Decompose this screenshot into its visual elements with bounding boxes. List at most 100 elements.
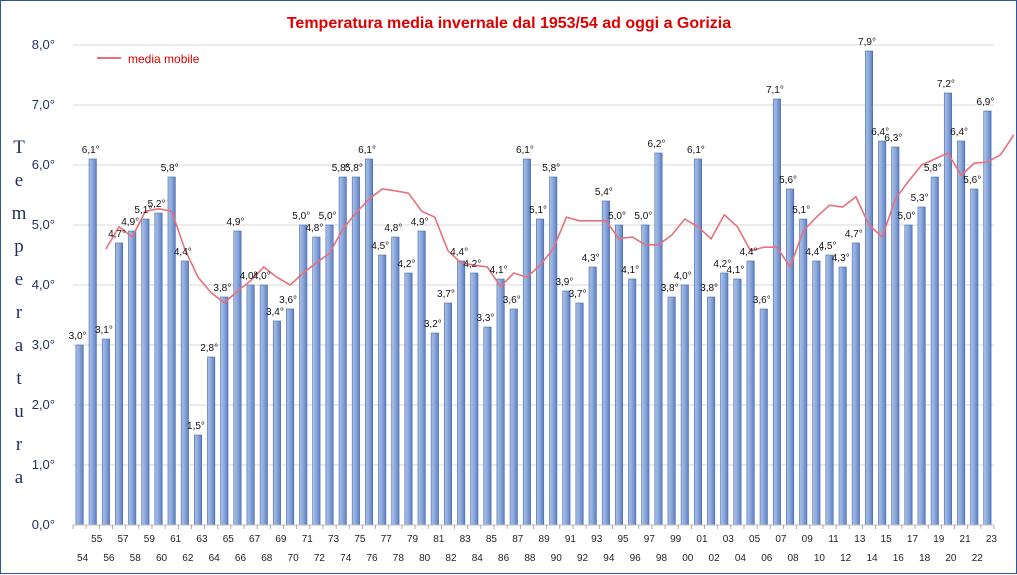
data-label: 3,6° [503, 295, 521, 306]
x-tick-label-bottom: 88 [524, 553, 536, 564]
x-tick-label-bottom: 14 [866, 553, 878, 564]
x-tick-label-bottom: 20 [945, 553, 957, 564]
x-tick-label-top: 19 [933, 534, 945, 545]
data-label: 5,8° [924, 163, 942, 174]
data-label: 4,3° [582, 253, 600, 264]
bar [115, 242, 124, 526]
bar [299, 224, 308, 526]
x-tick-label-bottom: 64 [209, 553, 221, 564]
x-tick-label-top: 61 [170, 534, 182, 545]
bar [141, 218, 150, 526]
bar [325, 224, 334, 526]
data-label: 5,0° [319, 211, 337, 222]
data-label: 4,3° [832, 253, 850, 264]
bar [878, 140, 887, 526]
x-tick-label-top: 55 [91, 534, 103, 545]
bar [799, 218, 808, 526]
bar [693, 158, 702, 526]
bar [88, 158, 97, 526]
data-label: 5,0° [634, 211, 652, 222]
data-label: 3,4° [266, 307, 284, 318]
y-axis-label-letter: a [15, 467, 24, 488]
data-label: 3,2° [424, 319, 442, 330]
bar [470, 272, 479, 526]
x-tick-label-top: 73 [328, 534, 340, 545]
x-tick-label-top: 75 [354, 534, 366, 545]
y-tick-label: 6,0° [32, 157, 55, 172]
bar [443, 302, 452, 526]
bar [365, 158, 374, 526]
data-label: 6,1° [82, 145, 100, 156]
data-label: 5,1° [529, 205, 547, 216]
x-tick-label-top: 77 [381, 534, 393, 545]
x-tick-label-top: 59 [144, 534, 156, 545]
data-label: 4,1° [490, 265, 508, 276]
x-tick-label-bottom: 72 [314, 553, 326, 564]
x-tick-label-bottom: 76 [366, 553, 378, 564]
bar [457, 260, 466, 526]
data-label: 5,8° [161, 163, 179, 174]
bar [417, 230, 426, 526]
bar [957, 140, 966, 526]
x-tick-label-bottom: 78 [393, 553, 405, 564]
bar [312, 236, 321, 526]
data-label: 4,0° [253, 271, 271, 282]
data-label: 3,8° [213, 283, 231, 294]
data-label: 3,3° [476, 313, 494, 324]
bar [641, 224, 650, 526]
bar [970, 188, 979, 526]
bar [628, 278, 637, 526]
bar [904, 224, 913, 526]
data-label: 3,6° [753, 295, 771, 306]
data-label: 1,5° [187, 421, 205, 432]
x-tick-label-top: 67 [249, 534, 261, 545]
x-tick-label-bottom: 66 [235, 553, 247, 564]
bar [601, 200, 610, 526]
y-tick-label: 0,0° [32, 517, 55, 532]
y-axis-label-letter: m [12, 203, 27, 224]
x-tick-label-bottom: 82 [445, 553, 457, 564]
bar [351, 176, 360, 526]
data-label: 3,8° [700, 283, 718, 294]
data-label: 4,2° [713, 259, 731, 270]
x-tick-label-top: 15 [881, 534, 893, 545]
data-label: 3,8° [661, 283, 679, 294]
data-label: 5,2° [148, 199, 166, 210]
x-tick-label-top: 99 [670, 534, 682, 545]
x-tick-label-top: 97 [644, 534, 656, 545]
data-labels: 3,0°6,1°3,1°4,7°4,9°5,1°5,2°5,8°4,4°1,5°… [69, 37, 995, 432]
data-label: 3,0° [69, 331, 87, 342]
data-label: 4,0° [240, 271, 258, 282]
x-tick-label-bottom: 62 [182, 553, 194, 564]
bar [286, 308, 295, 526]
x-tick-label-top: 17 [907, 534, 919, 545]
data-label: 5,8° [332, 163, 350, 174]
x-tick-label-bottom: 92 [577, 553, 589, 564]
x-tick-label-top: 11 [828, 534, 839, 545]
x-tick-label-bottom: 16 [893, 553, 905, 564]
data-label: 5,6° [963, 175, 981, 186]
data-label: 3,7° [437, 289, 455, 300]
x-tick-label-bottom: 80 [419, 553, 431, 564]
x-tick-label-top: 01 [696, 534, 708, 545]
data-label: 6,3° [884, 133, 902, 144]
x-tick-label-bottom: 00 [682, 553, 694, 564]
bar [733, 278, 742, 526]
bar [391, 236, 400, 526]
x-tick-label-top: 23 [986, 534, 998, 545]
data-label: 4,0° [674, 271, 692, 282]
y-axis-label-letter: r [16, 302, 23, 323]
bar [917, 206, 926, 526]
bar [128, 230, 137, 526]
x-tick-label-top: 07 [775, 534, 787, 545]
x-tick-label-top: 05 [749, 534, 761, 545]
bar [246, 284, 255, 526]
x-tick-label-top: 91 [565, 534, 577, 545]
x-tick-label-bottom: 10 [814, 553, 826, 564]
data-label: 7,9° [858, 37, 876, 48]
data-label: 7,1° [766, 85, 784, 96]
y-tick-label: 1,0° [32, 457, 55, 472]
x-tick-label-bottom: 22 [972, 553, 984, 564]
data-label: 3,9° [555, 277, 573, 288]
bar [509, 308, 518, 526]
